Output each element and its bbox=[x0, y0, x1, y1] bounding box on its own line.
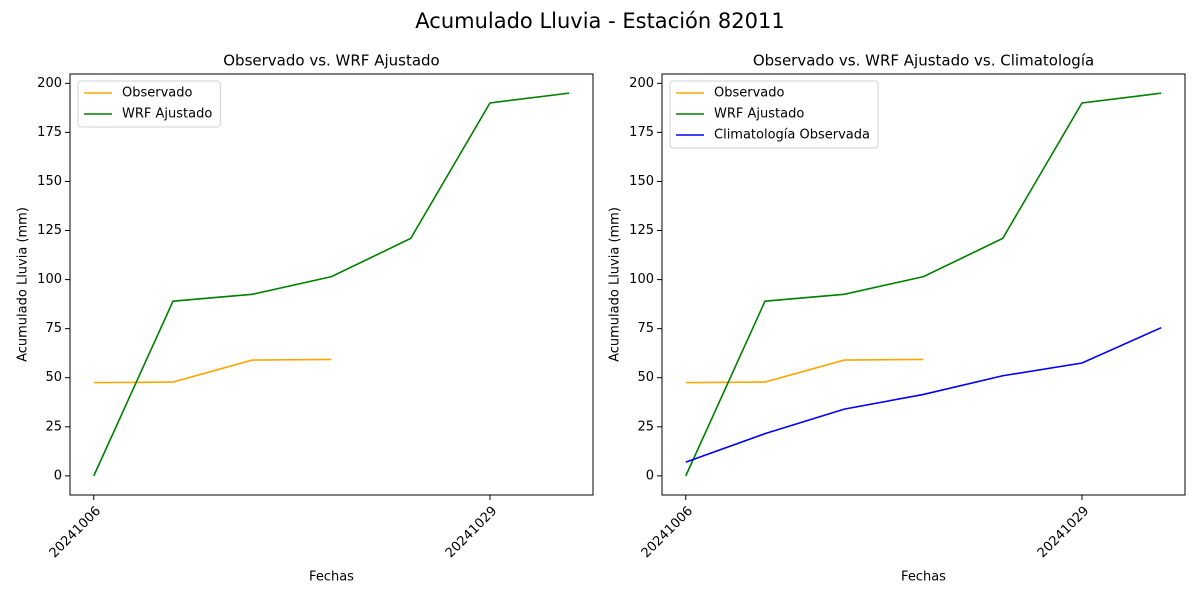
series-line bbox=[93, 358, 332, 384]
series-line bbox=[685, 358, 924, 384]
y-tick-label: 25 bbox=[45, 419, 62, 434]
x-tick-label: 20241029 bbox=[443, 504, 500, 561]
legend-label: Observado bbox=[122, 86, 193, 101]
y-tick-label: 125 bbox=[37, 223, 62, 238]
axes-frame bbox=[661, 73, 1186, 496]
series-line bbox=[93, 92, 570, 477]
x-axis-label: Fechas bbox=[901, 570, 946, 585]
y-tick-label: 200 bbox=[37, 76, 62, 91]
y-tick-label: 150 bbox=[37, 174, 62, 189]
legend-box bbox=[77, 80, 221, 128]
x-tick-label: 20241029 bbox=[1035, 504, 1092, 561]
y-tick-label: 175 bbox=[629, 125, 654, 140]
y-axis-label: Acumulado Lluvia (mm) bbox=[608, 207, 623, 362]
legend-label: WRF Ajustado bbox=[714, 107, 804, 122]
y-tick-label: 75 bbox=[637, 321, 654, 336]
axes-title: Observado vs. WRF Ajustado vs. Climatolo… bbox=[753, 52, 1094, 70]
x-axis-label: Fechas bbox=[309, 570, 354, 585]
y-tick-label: 0 bbox=[54, 468, 62, 483]
y-tick-label: 125 bbox=[629, 223, 654, 238]
series-line bbox=[685, 326, 1162, 463]
y-tick-label: 150 bbox=[629, 174, 654, 189]
y-axis-label: Acumulado Lluvia (mm) bbox=[16, 207, 31, 362]
y-tick-label: 175 bbox=[37, 125, 62, 140]
y-tick-label: 50 bbox=[45, 370, 62, 385]
y-tick-label: 100 bbox=[629, 272, 654, 287]
figure-title: Acumulado Lluvia - Estación 82011 bbox=[415, 9, 784, 33]
y-tick-label: 75 bbox=[45, 321, 62, 336]
x-tick-label: 20241006 bbox=[47, 504, 104, 561]
legend-box bbox=[669, 80, 879, 149]
axes-frame bbox=[69, 73, 594, 496]
legend-label: WRF Ajustado bbox=[122, 107, 212, 122]
axes-title: Observado vs. WRF Ajustado bbox=[223, 52, 439, 70]
series-line bbox=[685, 92, 1162, 477]
y-tick-label: 0 bbox=[646, 468, 654, 483]
legend-label: Climatología Observada bbox=[714, 128, 870, 143]
x-tick-label: 20241006 bbox=[639, 504, 696, 561]
y-tick-label: 100 bbox=[37, 272, 62, 287]
legend-label: Observado bbox=[714, 86, 785, 101]
y-tick-label: 200 bbox=[629, 76, 654, 91]
y-tick-label: 50 bbox=[637, 370, 654, 385]
y-tick-label: 25 bbox=[637, 419, 654, 434]
